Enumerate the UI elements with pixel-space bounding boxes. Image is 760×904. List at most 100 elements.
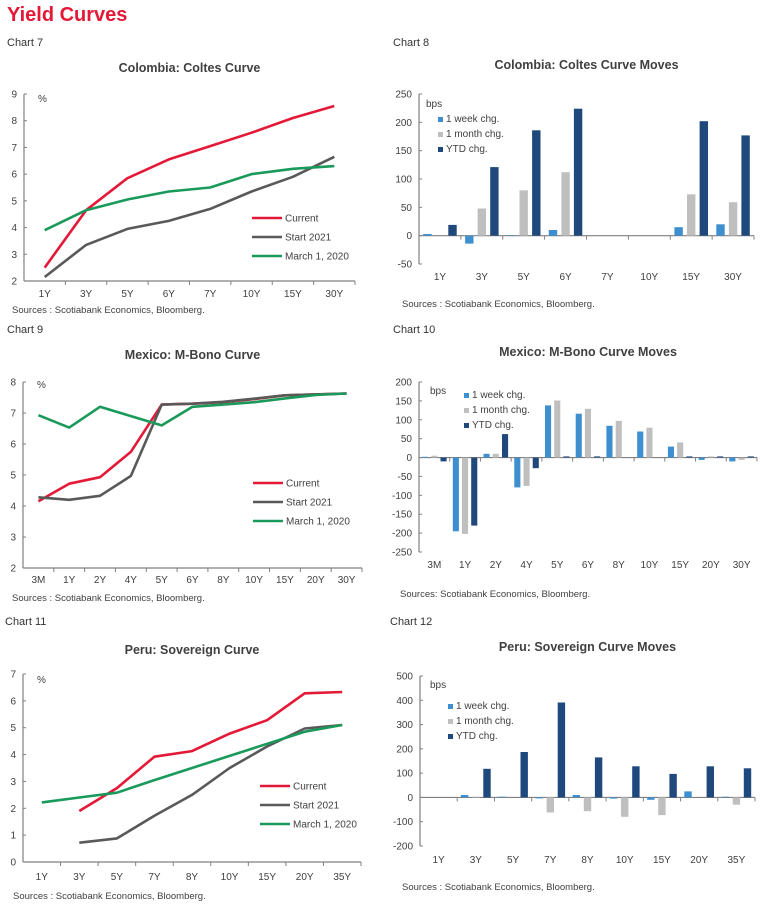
- y-tick-label: -100: [393, 817, 413, 828]
- bar-1-week-chg: [483, 453, 490, 458]
- x-tick-label: 3M: [31, 575, 45, 586]
- bar-1-month-chg: [728, 202, 738, 236]
- y-tick-label: 4: [10, 502, 16, 513]
- y-tick-label: -100: [392, 491, 412, 502]
- series-line-start-2021: [79, 723, 343, 844]
- bar-1-month-chg: [462, 457, 469, 534]
- x-tick-label: 15Y: [258, 872, 276, 883]
- x-tick-label: 6Y: [582, 560, 595, 571]
- source-note: Sources : Scotiabank Economics, Bloomber…: [12, 593, 205, 604]
- unit-label: %: [38, 94, 47, 105]
- x-tick-label: 3M: [427, 560, 441, 571]
- bar-1-week-chg: [721, 796, 729, 798]
- x-tick-label: 30Y: [724, 272, 742, 283]
- bar-ytd-chg: [440, 457, 447, 462]
- bar-ytd-chg: [471, 457, 478, 526]
- y-tick-label: -50: [398, 260, 413, 271]
- bar-1-week-chg: [545, 405, 552, 458]
- bar-1-month-chg: [492, 453, 499, 458]
- x-tick-label: 8Y: [581, 855, 594, 866]
- y-tick-label: 0: [407, 793, 413, 804]
- x-tick-label: 35Y: [727, 855, 745, 866]
- x-tick-label: 5Y: [551, 560, 564, 571]
- x-tick-label: 2Y: [94, 575, 107, 586]
- bar-ytd-chg: [563, 456, 570, 458]
- page-title: Yield Curves: [7, 4, 128, 26]
- bar-1-month-chg: [687, 194, 696, 236]
- x-tick-label: 8Y: [217, 575, 230, 586]
- chart-number: Chart 7: [7, 37, 44, 49]
- x-tick-label: 10Y: [616, 855, 634, 866]
- bar-1-week-chg: [698, 457, 705, 460]
- bar-ytd-chg: [686, 456, 693, 458]
- x-tick-label: 1Y: [434, 272, 447, 283]
- chart12-panel: Chart 12 Peru: Sovereign Curve Moves -200…: [380, 610, 760, 904]
- y-tick-label: 7: [10, 670, 16, 681]
- bar-ytd-chg: [741, 135, 750, 236]
- bar-1-month-chg: [472, 796, 480, 798]
- bar-ytd-chg: [573, 108, 583, 236]
- bar-ytd-chg: [669, 773, 677, 798]
- series-line-current: [43, 104, 335, 269]
- bar-1-month-chg: [523, 457, 530, 486]
- bar-1-month-chg: [615, 420, 622, 458]
- y-tick-label: 2: [10, 804, 16, 815]
- y-tick-label: 200: [396, 744, 413, 755]
- bar-1-week-chg: [465, 235, 474, 244]
- bar-ytd-chg: [483, 768, 491, 798]
- bar-ytd-chg: [502, 434, 509, 458]
- legend-swatch: [438, 147, 443, 152]
- x-tick-label: 35Y: [333, 872, 351, 883]
- bar-1-week-chg: [548, 230, 558, 236]
- chart8-panel: Chart 8 Colombia: Coltes Curve Moves -50 0…: [380, 30, 760, 318]
- bar-1-week-chg: [647, 797, 655, 800]
- legend-swatch: [448, 719, 453, 724]
- legend-swatch: [448, 704, 453, 709]
- legend-swatch: [448, 734, 453, 739]
- legend-label: Current: [286, 479, 320, 490]
- y-tick-label: 5: [10, 723, 16, 734]
- bar-1-week-chg: [609, 797, 618, 799]
- legend-label: 1 week chg.: [472, 390, 525, 401]
- chart-title: Colombia: Coltes Curve: [119, 61, 261, 75]
- y-tick-label: 5: [10, 471, 16, 482]
- x-tick-label: 10Y: [641, 560, 659, 571]
- y-tick-label: 1: [10, 831, 16, 842]
- x-tick-label: 10Y: [221, 872, 239, 883]
- series-line-march-1-2020: [37, 392, 347, 429]
- bar-1-week-chg: [572, 795, 580, 798]
- x-tick-label: 1Y: [432, 855, 445, 866]
- chart-title: Peru: Sovereign Curve Moves: [499, 640, 676, 654]
- bar-ytd-chg: [520, 752, 528, 798]
- x-tick-label: 10Y: [243, 289, 261, 300]
- chart12-svg: Peru: Sovereign Curve Moves -200 -100 0 100 2…: [393, 640, 756, 893]
- chart-title: Colombia: Coltes Curve Moves: [494, 58, 678, 72]
- y-tick-label: 150: [395, 146, 412, 157]
- x-tick-label: 1Y: [39, 289, 52, 300]
- chart-number: Chart 9: [7, 324, 44, 336]
- x-tick-label: 7Y: [601, 272, 614, 283]
- bar-1-week-chg: [667, 446, 674, 458]
- y-tick-label: -250: [392, 548, 412, 559]
- x-tick-label: 20Y: [296, 872, 314, 883]
- y-tick-label: 50: [401, 203, 413, 214]
- y-tick-label: 6: [11, 170, 17, 181]
- bar-ytd-chg: [490, 167, 499, 236]
- source-note: Sources : Scotiabank Economics, Bloomber…: [13, 891, 206, 902]
- source-note: Sources : Scotiabank Economics, Bloomber…: [402, 882, 595, 893]
- y-tick-label: -150: [392, 510, 412, 521]
- y-tick-label: 300: [396, 720, 413, 731]
- y-tick-label: 8: [10, 378, 16, 389]
- unit-label: bps: [430, 680, 446, 691]
- y-tick-label: 2: [10, 564, 16, 575]
- x-tick-label: 3Y: [476, 272, 489, 283]
- legend-label: 1 month chg.: [472, 405, 530, 416]
- x-tick-label: 3Y: [73, 872, 86, 883]
- legend-label: Start 2021: [293, 801, 340, 812]
- bar-1-month-chg: [707, 456, 714, 458]
- bar-1-week-chg: [460, 795, 469, 798]
- x-tick-label: 10Y: [640, 272, 658, 283]
- chart-number: Chart 11: [5, 616, 47, 628]
- chart-title: Peru: Sovereign Curve: [125, 643, 260, 657]
- source-note: Sources : Scotiabank Economics, Bloomber…: [402, 299, 595, 310]
